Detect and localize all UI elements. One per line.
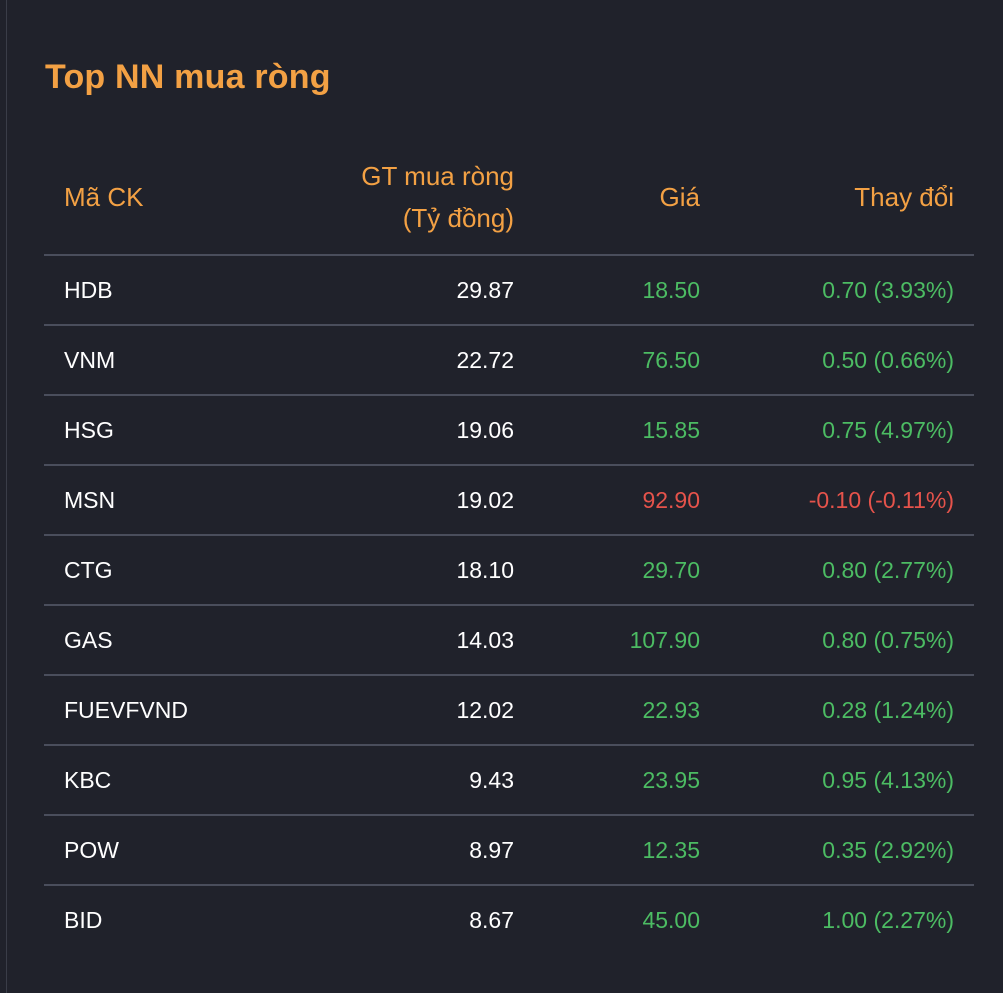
ticker-cell: FUEVFVND	[44, 675, 284, 746]
price-cell: 107.90	[534, 605, 720, 676]
table-row[interactable]: POW 8.97 12.35 0.35 (2.92%)	[44, 815, 974, 886]
change-cell: 0.95 (4.13%)	[720, 745, 974, 816]
price-cell: 76.50	[534, 325, 720, 396]
table-row[interactable]: HSG 19.06 15.85 0.75 (4.97%)	[44, 395, 974, 466]
ticker-cell: BID	[64, 907, 103, 933]
net-value-cell: 12.02	[284, 675, 534, 746]
change-cell: 1.00 (2.27%)	[822, 907, 954, 933]
ticker-cell: HSG	[44, 395, 284, 466]
net-value-cell: 29.87	[284, 255, 534, 326]
net-value-cell: 22.72	[284, 325, 534, 396]
ticker-cell: KBC	[44, 745, 284, 816]
table-row[interactable]: MSN 19.02 92.90 -0.10 (-0.11%)	[44, 465, 974, 536]
ticker-cell: POW	[44, 815, 284, 886]
ticker-cell: GAS	[44, 605, 284, 676]
table-row[interactable]: CTG 18.10 29.70 0.80 (2.77%)	[44, 535, 974, 606]
change-cell: 0.35 (2.92%)	[720, 815, 974, 886]
ticker-cell: CTG	[44, 535, 284, 606]
table-header: Mã CK GT mua ròng (Tỷ đồng) Giá Thay đổi	[44, 140, 974, 256]
net-value-cell: 18.10	[284, 535, 534, 606]
price-cell: 45.00	[642, 907, 700, 933]
column-header-net-value: GT mua ròng (Tỷ đồng)	[284, 140, 534, 256]
change-cell: 0.28 (1.24%)	[720, 675, 974, 746]
change-cell: -0.10 (-0.11%)	[720, 465, 974, 536]
net-value-cell: 9.43	[284, 745, 534, 816]
table-row[interactable]: VNM 22.72 76.50 0.50 (0.66%)	[44, 325, 974, 396]
change-cell: 0.80 (0.75%)	[720, 605, 974, 676]
net-value-cell: 19.02	[284, 465, 534, 536]
price-cell: 29.70	[534, 535, 720, 606]
panel-title: Top NN mua ròng	[45, 58, 331, 96]
change-cell: 0.80 (2.77%)	[720, 535, 974, 606]
change-cell: 0.75 (4.97%)	[720, 395, 974, 466]
column-header-net-value-line2: (Tỷ đồng)	[402, 203, 514, 233]
price-cell: 18.50	[534, 255, 720, 326]
column-header-price: Giá	[534, 140, 720, 256]
net-value-cell: 8.67	[469, 907, 514, 933]
price-cell: 15.85	[534, 395, 720, 466]
top-foreign-net-buy-panel: Top NN mua ròng Mã CK GT mua ròng (Tỷ đồ…	[6, 0, 1003, 993]
table-row[interactable]: BID 8.67 45.00 1.00 (2.27%)	[44, 885, 974, 955]
net-value-cell: 8.97	[284, 815, 534, 886]
table-row[interactable]: GAS 14.03 107.90 0.80 (0.75%)	[44, 605, 974, 676]
price-cell: 92.90	[534, 465, 720, 536]
net-value-cell: 14.03	[284, 605, 534, 676]
column-header-change: Thay đổi	[720, 140, 974, 256]
table-row[interactable]: KBC 9.43 23.95 0.95 (4.13%)	[44, 745, 974, 816]
ticker-cell: HDB	[44, 255, 284, 326]
price-cell: 22.93	[534, 675, 720, 746]
net-buy-table: Mã CK GT mua ròng (Tỷ đồng) Giá Thay đổi…	[44, 140, 974, 955]
change-cell: 0.70 (3.93%)	[720, 255, 974, 326]
table-row[interactable]: FUEVFVND 12.02 22.93 0.28 (1.24%)	[44, 675, 974, 746]
change-cell: 0.50 (0.66%)	[720, 325, 974, 396]
ticker-cell: MSN	[44, 465, 284, 536]
ticker-cell: VNM	[44, 325, 284, 396]
column-header-net-value-line1: GT mua ròng	[361, 161, 514, 191]
header-row: Mã CK GT mua ròng (Tỷ đồng) Giá Thay đổi	[44, 140, 974, 256]
price-cell: 12.35	[534, 815, 720, 886]
net-value-cell: 19.06	[284, 395, 534, 466]
table-row[interactable]: HDB 29.87 18.50 0.70 (3.93%)	[44, 255, 974, 326]
table-body: HDB 29.87 18.50 0.70 (3.93%) VNM 22.72 76.50 0.…	[44, 255, 974, 955]
price-cell: 23.95	[534, 745, 720, 816]
column-header-ticker: Mã CK	[44, 140, 284, 256]
